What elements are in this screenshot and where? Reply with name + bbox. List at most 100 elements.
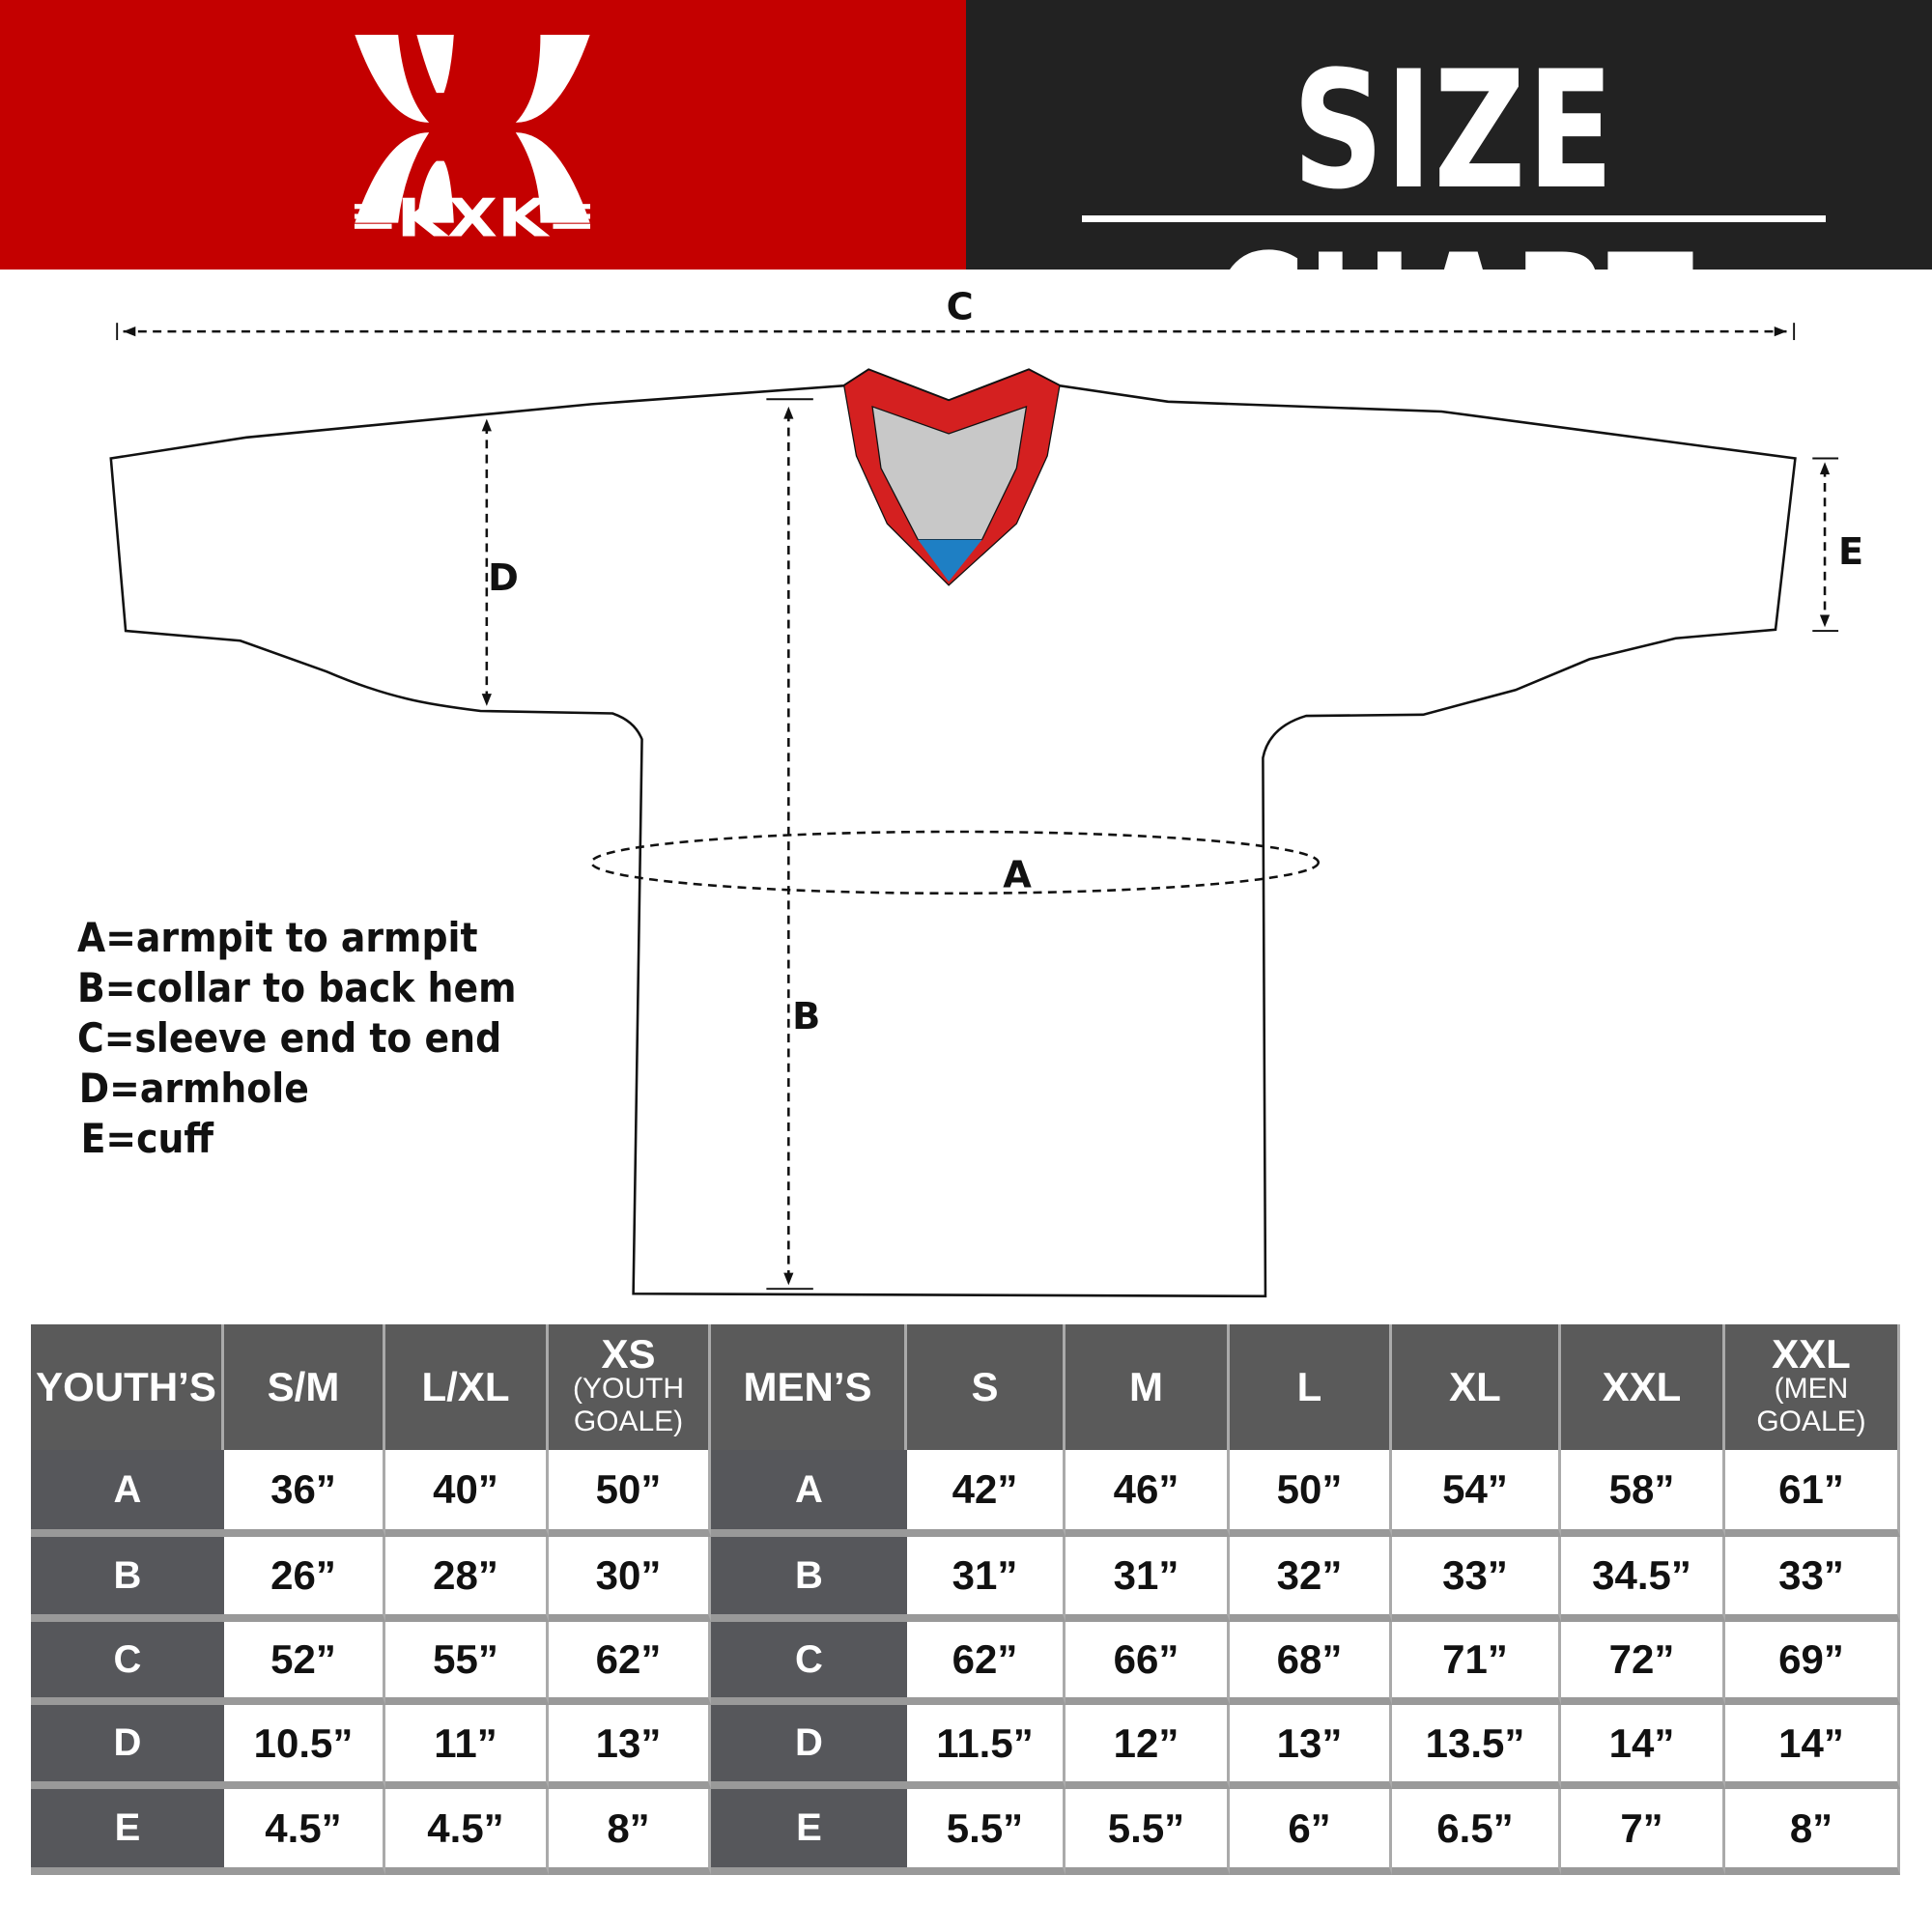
table-cell: 6.5” [1392,1789,1561,1875]
table-cell: 46” [1065,1450,1230,1537]
row-label-youth: B [31,1537,224,1622]
row-label-men: A [711,1450,907,1537]
row-label-youth: E [31,1789,224,1875]
legend-item: B=collar to back hem [77,964,517,1011]
label-c: C [947,285,974,328]
column-header: XL [1392,1324,1561,1450]
column-header: XS (YOUTH GOALE) [549,1324,711,1450]
column-header: M [1065,1324,1230,1450]
page-title: SIZE CHART [1212,36,1695,409]
table-cell: 32” [1230,1537,1392,1622]
table-cell: 30” [549,1537,711,1622]
table-cell: 33” [1392,1537,1561,1622]
table-cell: 58” [1561,1450,1725,1537]
row-label-youth: A [31,1450,224,1537]
column-header: S/M [224,1324,385,1450]
brand-banner [0,0,966,270]
header-label: L/XL [421,1364,510,1409]
collar-inner [871,405,1028,541]
header-label: S/M [267,1364,340,1409]
arrowheads [123,327,1831,1286]
size-table: YOUTH’S S/M L/XL XS (YOUTH GOALE) MEN’S S M L XL X… [31,1324,1900,1875]
header-sublabel: (MEN GOALE) [1756,1373,1866,1437]
table-cell: 13.5” [1392,1705,1561,1789]
table-cell: 71” [1392,1622,1561,1705]
row-label-men: E [711,1789,907,1875]
table-cell: 42” [907,1450,1065,1537]
header-label: YOUTH’S [36,1364,216,1409]
table-cell: 4.5” [385,1789,549,1875]
legend-item: E=cuff [80,1115,214,1162]
column-header: S [907,1324,1065,1450]
kxk-logo [355,35,590,223]
label-b: B [792,995,820,1038]
table-cell: 5.5” [1065,1789,1230,1875]
table-cell: 55” [385,1622,549,1705]
table-cell: 61” [1725,1450,1900,1537]
title-banner [966,0,1932,270]
table-cell: 7” [1561,1789,1725,1875]
row-label-men: D [711,1705,907,1789]
column-header: MEN’S [711,1324,907,1450]
legend-item: C=sleeve end to end [77,1014,502,1062]
table-cell: 8” [1725,1789,1900,1875]
column-header: XXL (MEN GOALE) [1725,1324,1900,1450]
header-label: XS [601,1331,656,1377]
table-cell: 40” [385,1450,549,1537]
table-cell: 66” [1065,1622,1230,1705]
table-cell: 14” [1561,1705,1725,1789]
row-label-men: B [711,1537,907,1622]
row-label-youth: C [31,1622,224,1705]
table-cell: 31” [907,1537,1065,1622]
column-header: L/XL [385,1324,549,1450]
collar-insert [918,539,982,582]
header-sublabel: (YOUTH GOALE) [573,1373,684,1437]
table-cell: 52” [224,1622,385,1705]
table-cell: 8” [549,1789,711,1875]
header-label: S [971,1364,999,1409]
label-a: A [1003,853,1032,896]
table-cell: 11” [385,1705,549,1789]
table-cell: 69” [1725,1622,1900,1705]
table-cell: 62” [907,1622,1065,1705]
legend-item: D=armhole [78,1065,309,1112]
table-cell: 4.5” [224,1789,385,1875]
column-header: YOUTH’S [31,1324,224,1450]
row-label-youth: D [31,1705,224,1789]
table-cell: 26” [224,1537,385,1622]
label-d: D [488,556,519,600]
table-cell: 36” [224,1450,385,1537]
title-underline [1082,215,1826,222]
table-cell: 11.5” [907,1705,1065,1789]
table-cell: 13” [549,1705,711,1789]
header-label: XXL [1772,1331,1851,1377]
table-cell: 72” [1561,1622,1725,1705]
table-cell: 33” [1725,1537,1900,1622]
table-cell: 68” [1230,1622,1392,1705]
table-cell: 5.5” [907,1789,1065,1875]
header-label: L [1296,1364,1322,1409]
table-cell: 50” [549,1450,711,1537]
row-label-men: C [711,1622,907,1705]
label-e: E [1838,530,1863,574]
table-cell: 34.5” [1561,1537,1725,1622]
column-header: XXL [1561,1324,1725,1450]
table-cell: 31” [1065,1537,1230,1622]
table-cell: 12” [1065,1705,1230,1789]
legend-item: A=armpit to armpit [77,914,478,961]
measurement-legend: A=armpit to armpit B=collar to back hem … [77,913,516,1164]
table-cell: 50” [1230,1450,1392,1537]
table-cell: 14” [1725,1705,1900,1789]
table-cell: 6” [1230,1789,1392,1875]
header-label: MEN’S [743,1364,872,1409]
table-cell: 13” [1230,1705,1392,1789]
table-cell: 54” [1392,1450,1561,1537]
header-label: XXL [1602,1364,1682,1409]
table-cell: 28” [385,1537,549,1622]
table-cell: 10.5” [224,1705,385,1789]
header-label: XL [1449,1364,1501,1409]
column-header: L [1230,1324,1392,1450]
header-label: M [1129,1364,1163,1409]
table-cell: 62” [549,1622,711,1705]
